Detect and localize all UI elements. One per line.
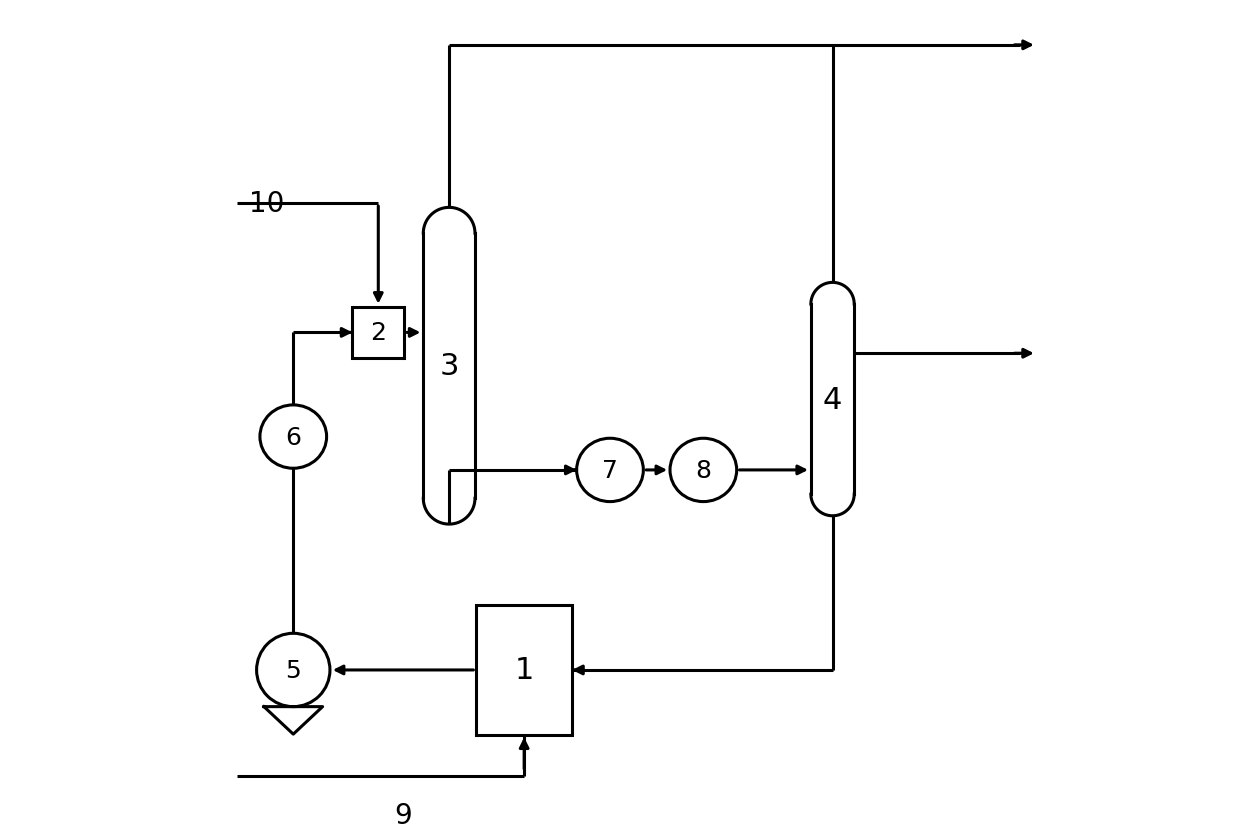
Text: 7: 7: [603, 458, 618, 482]
Text: 5: 5: [285, 658, 301, 682]
Text: 4: 4: [823, 385, 842, 414]
Text: 8: 8: [696, 458, 712, 482]
Bar: [476, 605, 572, 735]
Bar: [352, 307, 404, 359]
Text: 1: 1: [515, 655, 534, 685]
Text: 3: 3: [439, 352, 459, 380]
Text: 9: 9: [394, 801, 412, 828]
Text: 2: 2: [371, 321, 387, 345]
Text: 6: 6: [285, 425, 301, 449]
Text: 10: 10: [249, 190, 284, 218]
